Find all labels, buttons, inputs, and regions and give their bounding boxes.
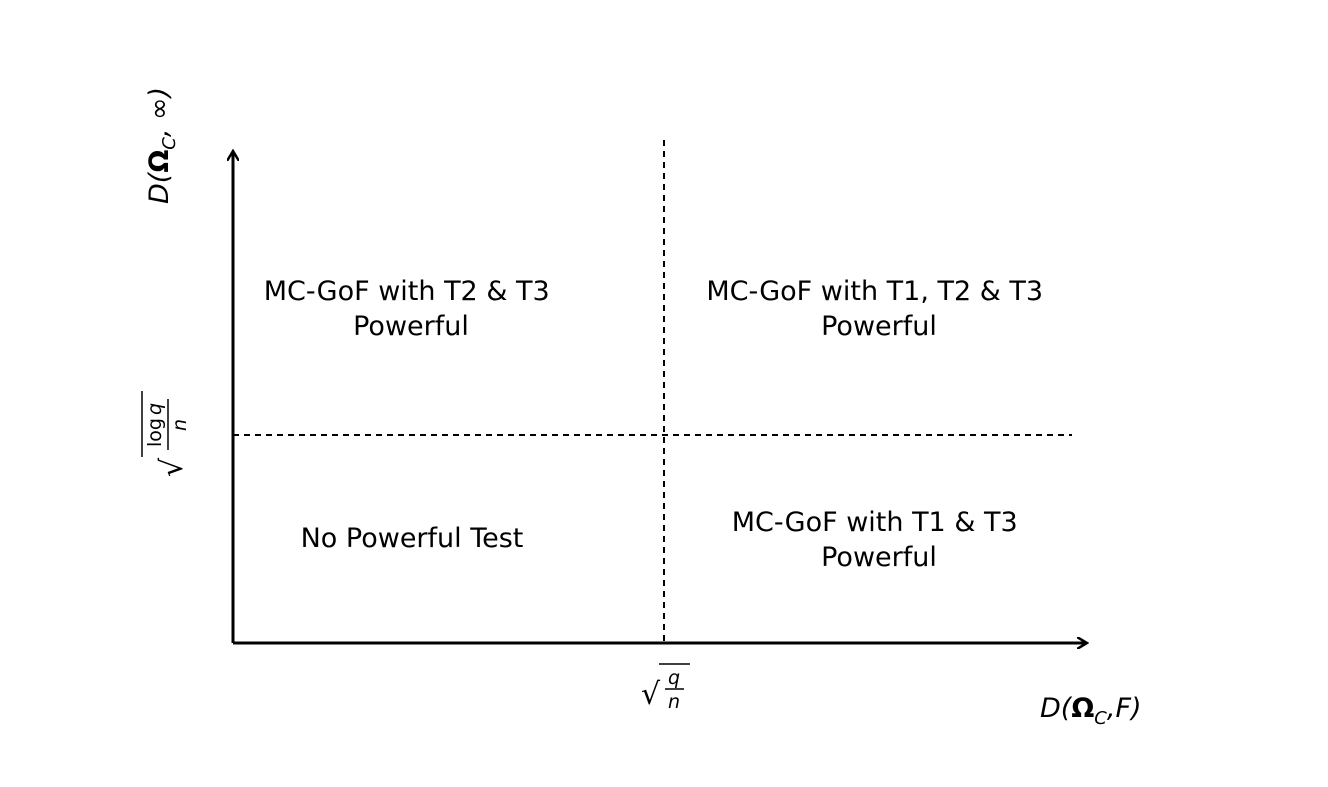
- x-threshold-numerator: q: [668, 667, 680, 689]
- y-threshold-root: √: [155, 457, 190, 477]
- x-threshold-root: √: [641, 677, 661, 712]
- region-top-left-line1: MC-GoF with T2 & T3: [264, 276, 550, 307]
- region-top-right: MC-GoF with T1, T2 & T3 Powerful: [706, 276, 1051, 342]
- y-axis-label-omega: Ω: [144, 150, 175, 173]
- region-bottom-left: No Powerful Test: [301, 523, 524, 554]
- region-bottom-right-line2: Powerful: [821, 542, 937, 573]
- x-threshold-denominator: n: [668, 691, 680, 713]
- region-top-left-line2: Powerful: [353, 311, 469, 342]
- region-bottom-right: MC-GoF with T1 & T3 Powerful: [732, 507, 1026, 573]
- x-axis-label: D(ΩC,F): [1040, 693, 1142, 729]
- region-top-right-line2: Powerful: [821, 311, 937, 342]
- y-threshold-log: log: [144, 418, 166, 447]
- x-axis-label-prefix: D(: [1040, 693, 1073, 724]
- y-threshold-denominator: n: [169, 419, 191, 431]
- x-axis-label-subscript: C: [1094, 708, 1107, 729]
- y-axis-label: D(ΩC, ∞): [144, 87, 180, 204]
- x-axis-label-omega: Ω: [1071, 693, 1094, 724]
- y-axis-label-prefix: D(: [144, 171, 175, 204]
- y-threshold-var: q: [144, 403, 166, 415]
- region-bottom-right-line1: MC-GoF with T1 & T3: [732, 507, 1018, 538]
- region-bottom-left-line1: No Powerful Test: [301, 523, 524, 554]
- region-top-right-line1: MC-GoF with T1, T2 & T3: [706, 276, 1043, 307]
- y-threshold-numerator: log q: [144, 403, 166, 447]
- y-axis-label-suffix: , ∞): [144, 87, 175, 137]
- x-axis-label-suffix: ,F): [1107, 693, 1142, 724]
- x-threshold-label: √ q n: [641, 663, 690, 713]
- y-threshold-label: √ log q n: [141, 391, 191, 477]
- y-axis-label-subscript: C: [159, 137, 180, 150]
- region-top-left: MC-GoF with T2 & T3 Powerful: [264, 276, 558, 342]
